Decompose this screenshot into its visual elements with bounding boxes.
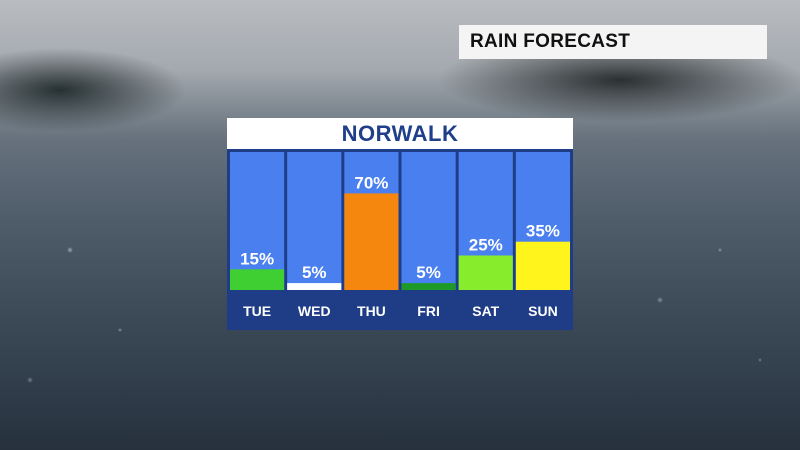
value-label-sun: 35% bbox=[526, 222, 560, 241]
day-label-fri: FRI bbox=[417, 303, 440, 319]
bar-sat bbox=[458, 255, 513, 290]
day-label-bg-sat bbox=[458, 293, 513, 327]
day-label-bg-sun bbox=[515, 293, 570, 327]
bar-wed bbox=[287, 283, 342, 290]
day-label-sun: SUN bbox=[528, 303, 558, 319]
location-header: NORWALK bbox=[227, 118, 573, 149]
location-name: NORWALK bbox=[341, 120, 459, 146]
day-label-tue: TUE bbox=[243, 303, 271, 319]
value-label-thu: 70% bbox=[354, 173, 388, 192]
forecast-panel: NORWALK 15% TUE 5% WED 70% THU 5% FRI 25% SAT 35% S… bbox=[227, 118, 573, 330]
day-label-bg-thu bbox=[344, 293, 399, 327]
rain-forecast-title-box: RAIN FORECAST bbox=[459, 25, 767, 59]
column-background-wed bbox=[287, 152, 342, 290]
day-label-bg-fri bbox=[401, 293, 456, 327]
bar-tue bbox=[230, 269, 285, 290]
bar-thu bbox=[344, 193, 399, 290]
value-label-sat: 25% bbox=[469, 236, 503, 255]
bar-sun bbox=[515, 241, 570, 290]
value-label-wed: 5% bbox=[302, 263, 327, 282]
day-label-thu: THU bbox=[357, 303, 386, 319]
day-label-sat: SAT bbox=[472, 303, 499, 319]
rain-forecast-title: RAIN FORECAST bbox=[470, 31, 631, 52]
value-label-tue: 15% bbox=[240, 249, 274, 268]
column-background-fri bbox=[401, 152, 456, 290]
rain-chance-chart: 15% TUE 5% WED 70% THU 5% FRI 25% SAT 35% SUN bbox=[230, 152, 570, 327]
day-label-bg-wed bbox=[287, 293, 342, 327]
day-label-wed: WED bbox=[298, 303, 331, 319]
bar-fri bbox=[401, 283, 456, 290]
column-background-tue bbox=[230, 152, 285, 290]
value-label-fri: 5% bbox=[416, 263, 441, 282]
day-label-bg-tue bbox=[230, 293, 285, 327]
